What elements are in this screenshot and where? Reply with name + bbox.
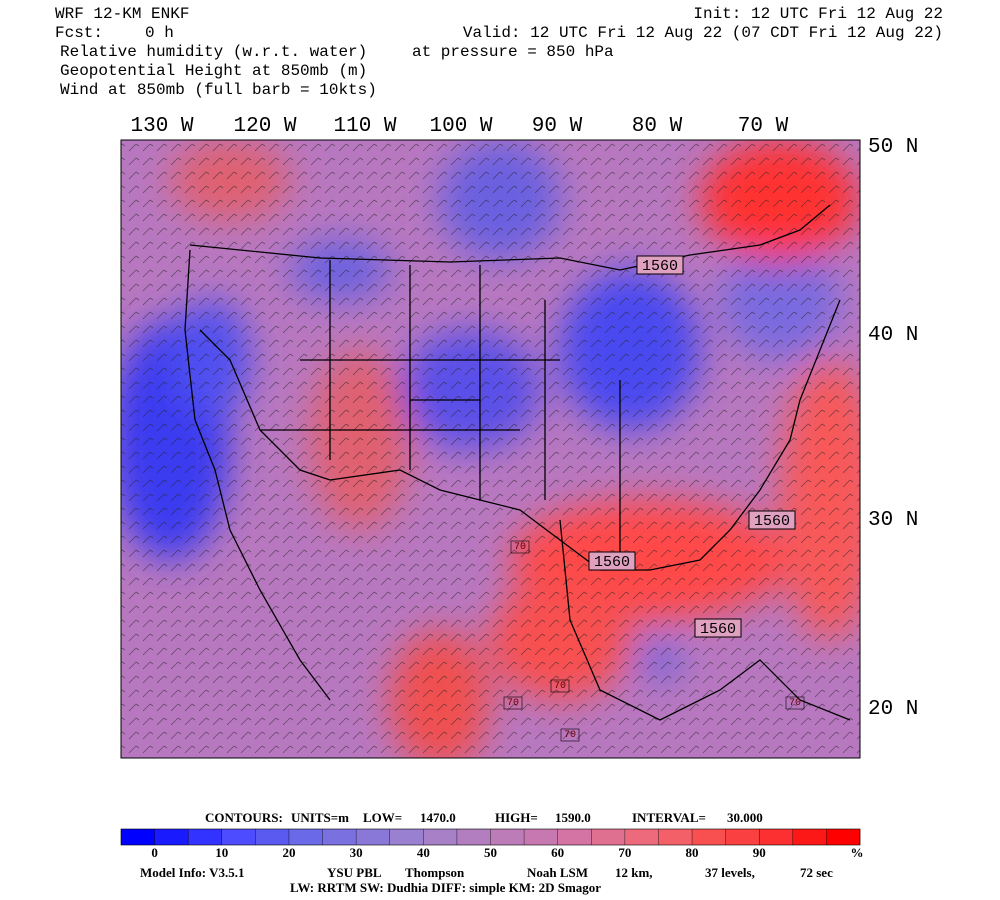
contours-info: CONTOURS: [205, 810, 283, 825]
contour-label: 70 [554, 681, 566, 692]
header-right: at pressure = 850 hPa [412, 43, 614, 61]
header-left: Wind at 850mb (full barb = 10kts) [60, 81, 377, 99]
colorbar-cell [658, 829, 693, 845]
colorbar-cell [591, 829, 626, 845]
colorbar-cell [624, 829, 659, 845]
colorbar-cell [490, 829, 525, 845]
colorbar-cell [154, 829, 189, 845]
colorbar-cell [188, 829, 223, 845]
lon-label: 120 W [233, 115, 296, 138]
colorbar-cell [322, 829, 357, 845]
model-info: 37 levels, [705, 865, 755, 880]
lon-label: 70 W [738, 115, 789, 138]
header-left: WRF 12-KM ENKF [55, 5, 189, 23]
lat-label: 40 N [868, 324, 918, 347]
colorbar-cell [826, 829, 861, 845]
lat-label: 50 N [868, 136, 918, 159]
contour-label: 1560 [700, 621, 736, 638]
contours-info: UNITS=m [291, 810, 349, 825]
colorbar-label: 70 [618, 845, 631, 860]
contours-info: 30.000 [727, 810, 763, 825]
contours-info: 1470.0 [420, 810, 456, 825]
contours-info: 1590.0 [555, 810, 591, 825]
model-info: Noah LSM [527, 865, 588, 880]
contour-label: 70 [789, 698, 801, 709]
model-info: YSU PBL [327, 865, 382, 880]
contours-info: LOW= [363, 810, 402, 825]
contour-label-box [636, 255, 684, 275]
colorbar-cell [121, 829, 155, 845]
header-left: Fcst: [55, 24, 103, 42]
lat-label: 30 N [868, 509, 918, 532]
contour-label-box [503, 696, 523, 710]
contour-label: 70 [514, 542, 526, 553]
contour-label-box [785, 696, 805, 710]
model-info: LW: RRTM SW: Dudhia DIFF: simple KM: 2D … [290, 880, 601, 895]
lon-label: 110 W [333, 115, 396, 138]
header-left: 0 h [145, 24, 174, 42]
colorbar-cell [759, 829, 794, 845]
colorbar-label: 40 [417, 845, 430, 860]
colorbar-cell [356, 829, 391, 845]
colorbar-cell [456, 829, 491, 845]
contour-label: 70 [507, 698, 519, 709]
header-left: Geopotential Height at 850mb (m) [60, 62, 367, 80]
lon-label: 100 W [429, 115, 492, 138]
colorbar-label: 10 [215, 845, 228, 860]
colorbar-cell [255, 829, 290, 845]
colorbar-label: 20 [282, 845, 295, 860]
colorbar-label: 80 [686, 845, 699, 860]
colorbar-cell [792, 829, 827, 845]
model-info: Thompson [405, 865, 465, 880]
map-frame [120, 139, 861, 759]
contours-info: INTERVAL= [632, 810, 706, 825]
contour-label-box [694, 618, 742, 638]
model-info: 12 km, [615, 865, 653, 880]
contour-label-box [550, 679, 570, 693]
lon-label: 90 W [532, 115, 583, 138]
contour-label-box [510, 540, 530, 554]
colorbar-cell [524, 829, 558, 845]
colorbar-cell [221, 829, 256, 845]
colorbar-label: 30 [350, 845, 363, 860]
contour-label: 1560 [594, 554, 630, 571]
contour-label: 70 [564, 730, 576, 741]
colorbar-unit: % [851, 845, 864, 860]
colorbar-cell [423, 829, 458, 845]
contour-label-box [560, 728, 580, 742]
colorbar-cell [557, 829, 592, 845]
header-right: Valid: 12 UTC Fri 12 Aug 22 (07 CDT Fri … [463, 24, 943, 42]
contours-info: HIGH= [495, 810, 538, 825]
map [121, 140, 860, 758]
colorbar-label: 50 [484, 845, 497, 860]
lon-label: 130 W [130, 115, 193, 138]
contour-label-box [588, 551, 636, 571]
contour-label-box [748, 510, 796, 530]
contour-label: 1560 [642, 258, 678, 275]
model-info: 72 sec [800, 865, 833, 880]
model-info: Model Info: V3.5.1 [140, 865, 244, 880]
colorbar-cell [389, 829, 424, 845]
colorbar-cell [725, 829, 760, 845]
header-left: Relative humidity (w.r.t. water) [60, 43, 367, 61]
colorbar-cell [288, 829, 323, 845]
contour-label: 1560 [754, 513, 790, 530]
colorbar-label: 90 [753, 845, 766, 860]
colorbar-cell [692, 829, 726, 845]
lon-label: 80 W [632, 115, 683, 138]
colorbar-label: 0 [151, 845, 158, 860]
header-right: Init: 12 UTC Fri 12 Aug 22 [693, 5, 943, 23]
colorbar-label: 60 [551, 845, 564, 860]
lat-label: 20 N [868, 698, 918, 721]
